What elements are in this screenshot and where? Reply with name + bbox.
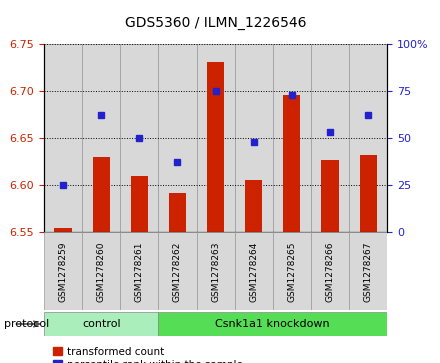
Text: GSM1278261: GSM1278261	[135, 241, 144, 302]
Bar	[44, 44, 82, 232]
Bar	[207, 62, 224, 232]
Bar	[158, 232, 197, 310]
Bar	[82, 232, 120, 310]
Text: GSM1278265: GSM1278265	[287, 241, 297, 302]
Bar	[311, 44, 349, 232]
Bar	[349, 232, 387, 310]
Bar	[321, 160, 339, 232]
Text: control: control	[82, 319, 121, 329]
Bar	[235, 232, 273, 310]
Bar	[44, 312, 158, 336]
Bar	[92, 157, 110, 232]
Text: GSM1278262: GSM1278262	[173, 241, 182, 302]
Bar	[197, 232, 235, 310]
Text: GDS5360 / ILMN_1226546: GDS5360 / ILMN_1226546	[125, 16, 306, 30]
Bar	[235, 44, 273, 232]
Bar	[169, 193, 186, 232]
Bar	[158, 312, 387, 336]
Text: GSM1278264: GSM1278264	[249, 241, 258, 302]
Text: GSM1278263: GSM1278263	[211, 241, 220, 302]
Bar	[120, 232, 158, 310]
Text: protocol: protocol	[4, 319, 50, 329]
Bar	[245, 180, 262, 232]
Bar	[131, 176, 148, 232]
Bar	[55, 228, 72, 232]
Legend: transformed count, percentile rank within the sample: transformed count, percentile rank withi…	[49, 343, 247, 363]
Text: GSM1278259: GSM1278259	[59, 241, 68, 302]
Bar	[273, 44, 311, 232]
Bar	[273, 232, 311, 310]
Bar	[82, 44, 120, 232]
Bar	[311, 232, 349, 310]
Text: Csnk1a1 knockdown: Csnk1a1 knockdown	[216, 319, 330, 329]
Text: GSM1278266: GSM1278266	[326, 241, 334, 302]
Bar	[359, 155, 377, 232]
Bar	[44, 232, 82, 310]
Bar	[349, 44, 387, 232]
Bar	[283, 95, 301, 232]
Bar	[120, 44, 158, 232]
Bar	[158, 44, 197, 232]
Text: GSM1278267: GSM1278267	[363, 241, 373, 302]
Text: GSM1278260: GSM1278260	[97, 241, 106, 302]
Bar	[197, 44, 235, 232]
